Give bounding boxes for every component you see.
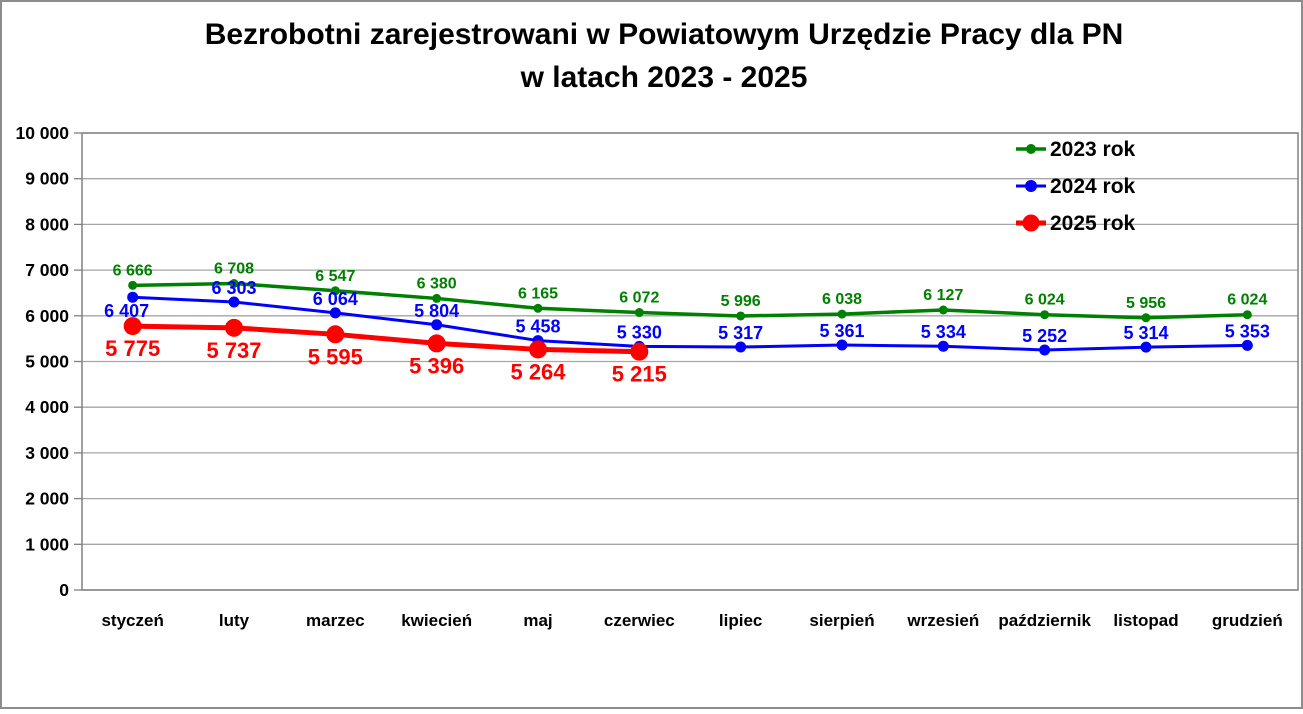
x-axis-category-label: lipiec bbox=[719, 611, 762, 630]
series-2025-rok-marker bbox=[326, 325, 345, 344]
series-2024-rok-line bbox=[131, 295, 1249, 352]
series-2023-rok-marker bbox=[634, 308, 644, 318]
y-axis-tick-label: 2 000 bbox=[25, 489, 69, 509]
series-2025-rok-data-label: 5 775 bbox=[105, 336, 160, 361]
y-axis-tick-label: 7 000 bbox=[25, 260, 69, 280]
series-2023-rok-marker bbox=[128, 280, 138, 290]
series-2025-rok-marker bbox=[529, 340, 547, 359]
series-2025-rok-marker bbox=[225, 318, 243, 337]
series-2024-rok-data-label: 5 353 bbox=[1225, 321, 1270, 341]
series-2023-rok-data-label: 6 547 bbox=[315, 268, 355, 285]
x-axis-category-label: grudzień bbox=[1212, 611, 1283, 630]
series-2024-rok-marker bbox=[1241, 339, 1253, 351]
x-axis-category-label: wrzesień bbox=[906, 611, 979, 630]
x-axis-category-label: czerwiec bbox=[604, 611, 675, 630]
series-2023-rok-marker bbox=[533, 303, 543, 313]
series-2023-rok-marker bbox=[736, 311, 746, 321]
series-2025-rok-data-label: 5 215 bbox=[612, 362, 667, 387]
series-2024-rok-data-label: 5 317 bbox=[718, 323, 763, 343]
legend-label-2023-rok: 2023 rok bbox=[1050, 138, 1136, 161]
y-axis-tick-label: 8 000 bbox=[25, 214, 69, 234]
series-2024-rok-marker bbox=[431, 319, 443, 331]
series-2024-rok-data-label: 5 361 bbox=[819, 321, 864, 341]
series-2024-rok-data-label: 6 064 bbox=[313, 289, 358, 309]
series-2023-rok-data-label: 6 024 bbox=[1025, 292, 1065, 309]
series-2023-rok-marker bbox=[837, 309, 847, 319]
series-2023-rok-data-label: 6 024 bbox=[1227, 292, 1267, 309]
series-2024-rok-marker bbox=[329, 307, 341, 319]
series-2023-rok-marker bbox=[229, 278, 239, 288]
series-2025-rok-data-label: 5 264 bbox=[510, 359, 566, 384]
series-2024-rok-marker bbox=[127, 291, 139, 303]
series-2024-rok-marker bbox=[228, 296, 240, 308]
series-2025-rok-marker bbox=[427, 334, 446, 353]
y-axis-tick-label: 1 000 bbox=[25, 534, 69, 554]
series-2023-rok-marker bbox=[330, 286, 340, 296]
series-2023-rok-data-label: 6 708 bbox=[214, 260, 254, 277]
series-2024-rok-data-label: 5 330 bbox=[617, 322, 662, 342]
series-2024-rok-marker bbox=[735, 341, 747, 353]
series-2023-rok-data-label: 6 072 bbox=[619, 290, 659, 307]
series-2023-rok-line bbox=[130, 281, 1250, 320]
x-axis-category-label: kwiecień bbox=[401, 611, 472, 630]
legend-marker-dot-2024-rok bbox=[1025, 180, 1037, 192]
series-2024-rok-data-label: 6 303 bbox=[211, 278, 256, 298]
series-2024-rok-data-label: 5 314 bbox=[1123, 323, 1168, 343]
series-2023-rok-data-label: 6 127 bbox=[923, 287, 963, 304]
legend-label-2025-rok: 2025 rok bbox=[1050, 212, 1136, 235]
series-2024-rok-marker bbox=[836, 339, 848, 351]
series-2023-rok-data-label: 6 038 bbox=[822, 291, 862, 308]
plot-border bbox=[81, 132, 1299, 591]
y-axis-tick-label: 4 000 bbox=[25, 397, 69, 417]
legend-marker-dot-2023-rok bbox=[1026, 144, 1036, 154]
series-2025-rok-marker bbox=[123, 317, 142, 336]
series-2024-rok-marker bbox=[937, 340, 949, 352]
x-axis-category-label: listopad bbox=[1113, 611, 1178, 630]
legend-label-2024-rok: 2024 rok bbox=[1050, 175, 1136, 198]
x-axis-category-label: marzec bbox=[306, 611, 365, 630]
y-axis-tick-label: 5 000 bbox=[25, 352, 69, 372]
y-axis-tick-label: 10 000 bbox=[15, 123, 69, 143]
series-2024-rok-marker bbox=[1140, 341, 1152, 353]
y-axis-tick-label: 3 000 bbox=[25, 443, 69, 463]
y-axis-tick-label: 6 000 bbox=[25, 306, 69, 326]
series-2025-rok-marker bbox=[630, 342, 649, 361]
series-2023-rok-marker bbox=[432, 293, 442, 303]
x-axis-category-label: luty bbox=[219, 611, 250, 630]
x-axis-category-label: październik bbox=[998, 611, 1091, 630]
series-2023-rok-marker bbox=[1040, 310, 1050, 320]
series-2025-rok-data-label: 5 737 bbox=[206, 338, 261, 363]
series-2023-rok-marker bbox=[938, 305, 948, 315]
series-2025-rok-line bbox=[130, 323, 642, 355]
series-2025-rok-data-label: 5 396 bbox=[409, 353, 464, 378]
series-2023-rok-data-label: 5 956 bbox=[1126, 295, 1166, 312]
x-axis-category-label: sierpień bbox=[809, 611, 874, 630]
chart-title-line2: w latach 2023 - 2025 bbox=[520, 61, 808, 94]
series-2024-rok-data-label: 6 407 bbox=[104, 301, 149, 321]
series-2024-rok-data-label: 5 252 bbox=[1022, 326, 1067, 346]
series-2023-rok-data-label: 6 666 bbox=[113, 262, 153, 279]
y-axis-tick-label: 0 bbox=[59, 580, 69, 600]
x-axis-category-label: styczeń bbox=[101, 611, 163, 630]
series-2023-rok-data-label: 6 165 bbox=[518, 285, 558, 302]
chart-title-line1: Bezrobotni zarejestrowani w Powiatowym U… bbox=[205, 18, 1124, 51]
y-axis-tick-label: 9 000 bbox=[25, 169, 69, 189]
series-2023-rok-data-label: 6 380 bbox=[417, 275, 457, 292]
series-2023-rok-marker bbox=[1141, 313, 1151, 323]
legend-marker-dot-2025-rok bbox=[1022, 214, 1040, 232]
series-2023-rok-marker bbox=[1242, 310, 1252, 320]
series-2023-rok-data-label: 5 996 bbox=[721, 293, 761, 310]
series-2024-rok-data-label: 5 458 bbox=[515, 317, 560, 337]
series-2024-rok-data-label: 5 804 bbox=[414, 301, 459, 321]
series-2025-rok-data-label: 5 595 bbox=[308, 344, 363, 369]
series-2024-rok-data-label: 5 334 bbox=[921, 322, 966, 342]
x-axis-category-label: maj bbox=[523, 611, 552, 630]
series-2024-rok-marker bbox=[1039, 344, 1051, 356]
